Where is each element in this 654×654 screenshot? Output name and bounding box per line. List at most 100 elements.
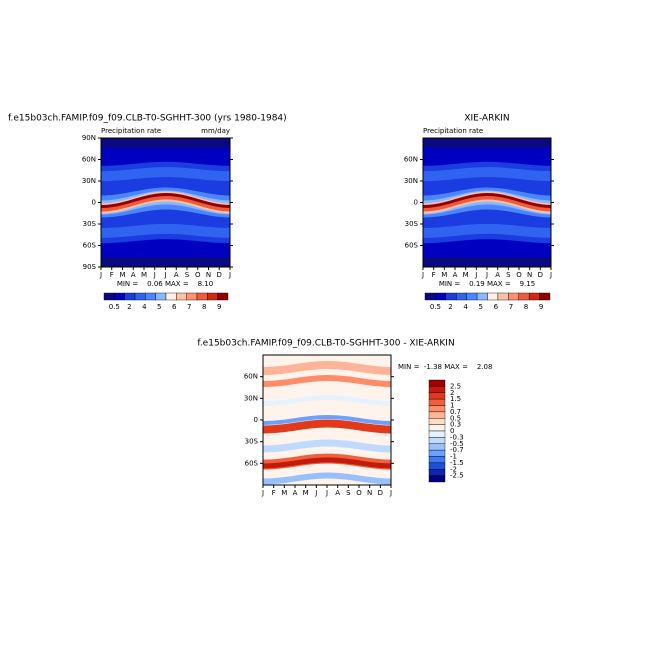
- y-tick-label: 0: [92, 199, 96, 207]
- contour: [263, 419, 391, 434]
- x-tick-label: J: [163, 271, 166, 279]
- x-tick-label: A: [131, 271, 136, 279]
- colorbar-box: [428, 437, 446, 444]
- x-tick-label: M: [119, 271, 125, 279]
- x-tick-label: S: [185, 271, 190, 279]
- colorbar-label: -0.7: [450, 446, 464, 454]
- min-max: MIN = -1.38 MAX = 2.08: [398, 363, 492, 371]
- x-tick-label: N: [367, 489, 372, 497]
- colorbar-label: 0.7: [450, 408, 461, 416]
- x-tick-label: N: [527, 271, 532, 279]
- contour: [423, 190, 551, 215]
- x-tick-label: A: [335, 489, 340, 497]
- x-tick-label: J: [261, 489, 264, 497]
- colorbar-label: 0.5: [450, 414, 461, 422]
- colorbar-label: -1: [450, 453, 457, 461]
- x-tick-label: D: [538, 271, 543, 279]
- colorbar-box: [428, 418, 446, 425]
- colorbar-label: 8: [524, 303, 528, 311]
- min-max: MIN = 0.06 MAX = 8.10: [117, 280, 213, 288]
- colorbar-label: 0: [450, 427, 454, 435]
- colorbar-box: [428, 386, 446, 393]
- colorbar-box: [487, 292, 499, 301]
- colorbar-label: -2.5: [450, 472, 464, 480]
- field: [263, 355, 391, 485]
- colorbar-box: [476, 292, 488, 301]
- colorbar-box: [428, 392, 446, 400]
- x-tick-label: M: [441, 271, 447, 279]
- x-tick-label: O: [516, 271, 522, 279]
- units-label: mm/day: [201, 127, 230, 135]
- contour: [423, 167, 551, 182]
- colorbar-label: 5: [478, 303, 482, 311]
- colorbar-label: -1.5: [450, 459, 464, 467]
- x-tick-label: J: [99, 271, 102, 279]
- y-tick-label: 30S: [83, 220, 97, 228]
- x-tick-label: J: [228, 271, 231, 279]
- colorbar-box: [186, 292, 198, 301]
- colorbar-label: 4: [463, 303, 468, 311]
- colorbar-label: 0.5: [430, 303, 441, 311]
- colorbar-box: [176, 292, 187, 301]
- colorbar-box: [445, 292, 457, 301]
- x-tick-label: N: [206, 271, 211, 279]
- colorbar-box: [424, 292, 436, 301]
- colorbar-box: [428, 430, 446, 438]
- colorbar-box: [134, 292, 146, 301]
- contour: [263, 472, 391, 485]
- colorbar-label: 2: [127, 303, 131, 311]
- contour: [263, 395, 391, 406]
- colorbar-box: [497, 292, 509, 301]
- y-tick-label: 60N: [404, 156, 418, 164]
- panel-title: f.e15b03ch.FAMIP.f09_f09.CLB-T0-SGHHT-30…: [8, 114, 287, 124]
- x-tick-label: A: [495, 271, 500, 279]
- y-tick-label: 0: [414, 199, 418, 207]
- colorbar-box: [428, 405, 446, 413]
- contour: [423, 193, 551, 208]
- x-tick-label: J: [314, 489, 317, 497]
- x-tick-label: A: [453, 271, 458, 279]
- contour: [263, 415, 391, 425]
- colorbar-box: [428, 424, 446, 432]
- contour: [101, 167, 230, 182]
- x-tick-label: M: [141, 271, 147, 279]
- colorbar-label: 5: [157, 303, 161, 311]
- contour: [423, 223, 551, 238]
- colorbar-box: [518, 292, 530, 301]
- colorbar-label: 9: [539, 303, 543, 311]
- colorbar-label: 2.5: [450, 382, 461, 390]
- y-tick-label: 90N: [82, 134, 96, 142]
- x-tick-label: M: [463, 271, 469, 279]
- colorbar-label: 2: [450, 389, 454, 397]
- panel-title: f.e15b03ch.FAMIP.f09_f09.CLB-T0-SGHHT-30…: [197, 339, 454, 349]
- colorbar-label: 4: [142, 303, 147, 311]
- x-tick-label: D: [378, 489, 383, 497]
- contour: [101, 223, 230, 238]
- y-tick-label: 30N: [244, 394, 258, 402]
- colorbar-label: 6: [494, 303, 499, 311]
- x-tick-label: J: [485, 271, 488, 279]
- y-tick-label: 60S: [405, 242, 419, 250]
- colorbar-box: [466, 292, 478, 301]
- colorbar-label: 1.5: [450, 395, 461, 403]
- x-tick-label: A: [293, 489, 298, 497]
- y-tick-label: 90S: [83, 263, 97, 271]
- colorbar-label: 9: [217, 303, 221, 311]
- colorbar-box: [508, 292, 519, 301]
- colorbar-label: 7: [509, 303, 513, 311]
- colorbar-label: -2: [450, 465, 457, 473]
- colorbar-label: -0.5: [450, 440, 464, 448]
- colorbar-box: [428, 462, 446, 470]
- x-tick-label: J: [325, 489, 328, 497]
- colorbar-box: [428, 456, 446, 464]
- y-tick-label: 60S: [83, 242, 97, 250]
- x-tick-label: S: [506, 271, 511, 279]
- colorbar-label: 1: [450, 402, 454, 410]
- y-tick-label: 60N: [244, 373, 258, 381]
- colorbar-label: 0.5: [109, 303, 120, 311]
- min-max: MIN = 0.19 MAX = 9.15: [439, 280, 535, 288]
- colorbar-box: [114, 292, 125, 301]
- x-tick-label: D: [217, 271, 222, 279]
- colorbar-box: [539, 292, 551, 301]
- contour: [263, 439, 391, 453]
